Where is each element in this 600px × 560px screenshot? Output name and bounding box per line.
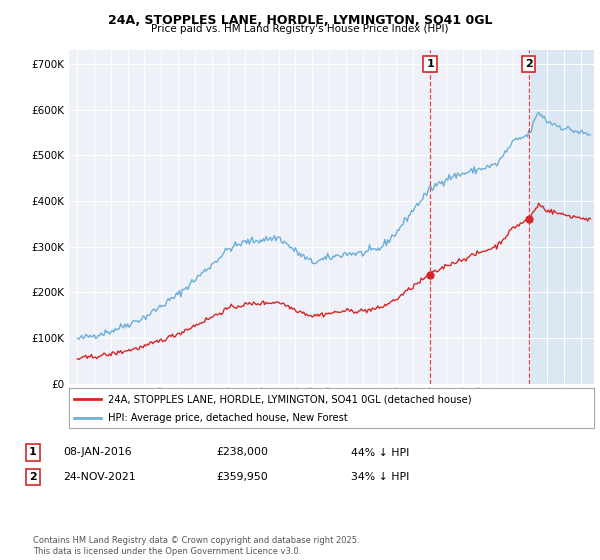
Text: 1: 1 [426,59,434,69]
Text: 2: 2 [29,472,37,482]
Text: £359,950: £359,950 [216,472,268,482]
Text: Price paid vs. HM Land Registry's House Price Index (HPI): Price paid vs. HM Land Registry's House … [151,24,449,34]
Text: 24-NOV-2021: 24-NOV-2021 [63,472,136,482]
Bar [530,50,600,384]
Text: Contains HM Land Registry data © Crown copyright and database right 2025.
This d: Contains HM Land Registry data © Crown c… [33,536,359,556]
Text: 1: 1 [29,447,37,458]
Text: 08-JAN-2016: 08-JAN-2016 [63,447,131,458]
Text: 34% ↓ HPI: 34% ↓ HPI [351,472,409,482]
Text: 24A, STOPPLES LANE, HORDLE, LYMINGTON, SO41 0GL: 24A, STOPPLES LANE, HORDLE, LYMINGTON, S… [108,14,492,27]
Text: HPI: Average price, detached house, New Forest: HPI: Average price, detached house, New … [109,413,348,423]
Text: 44% ↓ HPI: 44% ↓ HPI [351,447,409,458]
Text: 2: 2 [525,59,532,69]
Text: £238,000: £238,000 [216,447,268,458]
Text: 24A, STOPPLES LANE, HORDLE, LYMINGTON, SO41 0GL (detached house): 24A, STOPPLES LANE, HORDLE, LYMINGTON, S… [109,394,472,404]
